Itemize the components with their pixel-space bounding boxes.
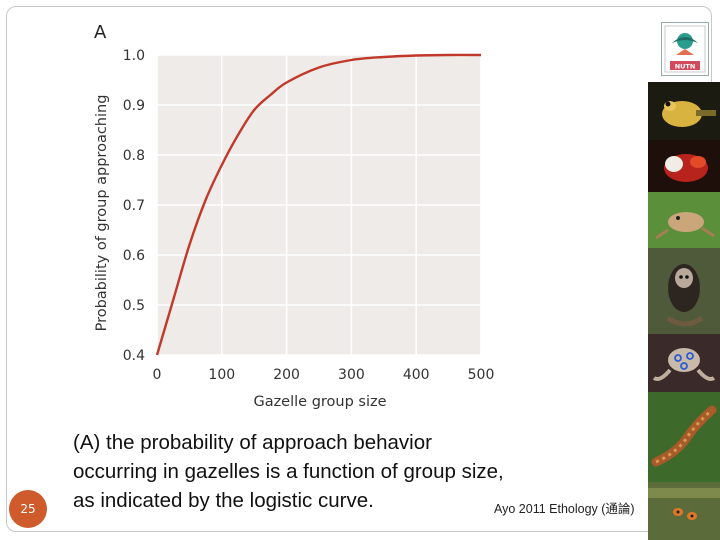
insect-photo <box>648 482 720 540</box>
page-number: 25 <box>20 502 36 516</box>
y-axis-label: Probability of group approaching <box>94 95 110 332</box>
y-tick-label: 0.6 <box>123 248 145 264</box>
y-tick-label: 0.7 <box>123 198 145 214</box>
salamander-photo <box>648 392 720 482</box>
panel-label: A <box>94 22 107 43</box>
octopus-photo <box>648 334 720 392</box>
y-tick-label: 0.4 <box>123 348 145 364</box>
logistic-curve-line <box>155 53 482 356</box>
page-number-badge: 25 <box>9 490 47 528</box>
animal-photo-strip <box>648 82 720 540</box>
y-tick-label: 0.8 <box>123 148 145 164</box>
frog-photo-3 <box>648 192 720 248</box>
marmoset-photo <box>648 248 720 334</box>
x-tick-label: 500 <box>468 367 495 383</box>
y-tick-label: 1.0 <box>123 48 145 64</box>
x-tick-label: 300 <box>338 367 365 383</box>
x-axis-label: Gazelle group size <box>253 394 386 410</box>
x-tick-label: 200 <box>273 367 300 383</box>
x-tick-label: 100 <box>208 367 235 383</box>
y-tick-label: 0.9 <box>123 98 145 114</box>
y-tick-label: 0.5 <box>123 298 145 314</box>
slide-credit: Ayo 2011 Ethology (通論) <box>494 502 635 516</box>
frog-photo-1 <box>648 82 720 140</box>
x-tick-label: 400 <box>403 367 430 383</box>
logo-text: NUTN <box>675 63 696 71</box>
university-logo: NUTN <box>661 22 709 76</box>
slide-caption: (A) the probability of approach behavior… <box>73 431 504 512</box>
x-tick-label: 0 <box>153 367 162 383</box>
frog-photo-2 <box>648 140 720 192</box>
